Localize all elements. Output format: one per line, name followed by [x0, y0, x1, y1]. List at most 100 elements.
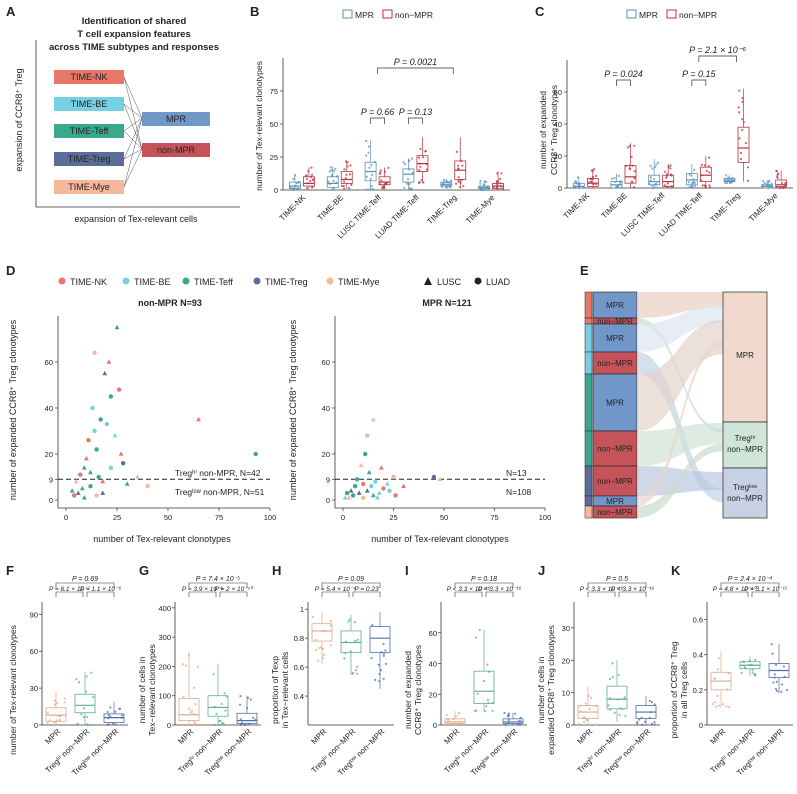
box-2-point: [653, 723, 656, 726]
box-MPR-point: [370, 163, 373, 166]
box-non−MPR-point: [307, 170, 310, 173]
scatter-point-lusc: [79, 485, 85, 491]
box-MPR-point: [656, 161, 660, 164]
y-tick-label: 0: [326, 496, 330, 505]
x-tick-label: TIME-NK: [278, 193, 308, 223]
box-0-point: [196, 665, 199, 668]
box-2-point: [111, 722, 114, 725]
box-MPR-point: [294, 184, 297, 187]
box-1-point: [750, 663, 753, 666]
pvalue-bracket: [321, 582, 381, 588]
box-0-point: [579, 710, 582, 713]
x-tick-label: MPR: [176, 727, 195, 746]
box-MPR-box: [685, 173, 698, 186]
box-non−MPR-point: [590, 180, 594, 183]
box-1-point: [356, 638, 359, 642]
box-0-point: [725, 705, 728, 708]
y-axis-label: expanded CCR8⁺ Treg clonotypes: [546, 625, 556, 755]
box-2-point: [774, 663, 778, 667]
pvalue-bracket: [454, 582, 514, 588]
box-non−MPR-point: [492, 186, 495, 189]
box-non−MPR-point: [667, 165, 670, 169]
scatter-point-luad: [369, 484, 374, 489]
box-MPR-point: [619, 186, 622, 189]
panel-letter: J: [538, 563, 545, 578]
subtype-label: TIME-NK: [71, 72, 108, 82]
box-MPR-point: [724, 174, 728, 177]
pvalue-label: P = 0.66: [361, 107, 394, 117]
box-1-point: [619, 707, 622, 710]
panel-letter: I: [405, 563, 409, 578]
box-2-point: [371, 623, 374, 627]
right-node-label: Tregˡᵒʷ: [733, 483, 757, 492]
pvalue-bracket: [485, 591, 514, 597]
box-non−MPR-point: [499, 182, 502, 185]
box-0-point: [55, 719, 58, 722]
box-2-point: [780, 683, 784, 686]
box-non−MPR-point: [345, 160, 348, 163]
box-MPR-point: [334, 167, 337, 170]
pvalue-label: P = 0.0021: [394, 57, 437, 67]
box-non−MPR-point: [744, 142, 748, 145]
box-1-point: [751, 671, 754, 674]
box-1-point: [491, 709, 494, 712]
box-MPR-point: [370, 173, 374, 176]
y-tick-label: 0.6: [693, 616, 703, 625]
box-0-point: [192, 686, 196, 689]
pvalue-bracket: [616, 79, 631, 86]
box-1-point: [617, 673, 620, 677]
box-1-point: [624, 715, 627, 718]
box-2-point: [107, 713, 111, 717]
box-non−MPR-point: [665, 176, 668, 179]
box-0-point: [322, 653, 326, 656]
box-2-point: [121, 714, 124, 717]
flow-band: [637, 320, 723, 431]
pvalue-label: P < 3.3 × 10⁻¹⁶: [580, 586, 624, 593]
box-MPR-point: [442, 181, 445, 185]
box-0-point: [311, 615, 315, 618]
link-line: [123, 117, 143, 132]
box-non−MPR-point: [784, 181, 787, 185]
subtype-box-time-teff: [54, 124, 124, 138]
scatter-point-lusc: [196, 416, 201, 422]
box-1-point: [77, 681, 81, 684]
box-MPR-point: [577, 183, 580, 186]
box-non−MPR-point: [424, 150, 427, 153]
box-non−MPR-point: [500, 185, 503, 188]
left-node-label: non−MPR: [597, 317, 633, 326]
legend-swatch-mpr: [342, 9, 353, 19]
scatter-point-lusc: [124, 481, 130, 486]
box-MPR-point: [289, 186, 293, 189]
box-non−MPR-point: [459, 181, 462, 184]
y-axis-label: Tex−relevant clonotypes: [147, 644, 157, 735]
box-MPR-point: [761, 183, 764, 186]
box-0-point: [321, 630, 324, 633]
box-MPR-point: [730, 179, 733, 182]
box-non−MPR-point: [343, 168, 346, 171]
scatter-point-lusc: [370, 492, 376, 498]
box-1-point: [608, 678, 612, 681]
y-tick-label: 60: [45, 358, 53, 367]
box-non−MPR-point: [378, 172, 381, 176]
scatter-point-lusc: [437, 476, 443, 482]
scatter-point-lusc: [342, 495, 348, 500]
box-0-point: [448, 720, 451, 723]
box-MPR-point: [291, 188, 295, 192]
pvalue-label: P = 4.8 × 10⁻¹⁰: [713, 586, 758, 593]
y-tick-label: 0: [558, 184, 562, 193]
box-1-point: [487, 701, 490, 705]
box-non−MPR-point: [595, 183, 598, 186]
box-0-point: [717, 704, 721, 707]
flow-band: [637, 423, 723, 466]
box-MPR-point: [408, 187, 411, 190]
box-MPR-point: [335, 181, 338, 184]
y-tick-label: 30: [562, 624, 570, 633]
box-MPR-point: [688, 173, 691, 176]
scatter-point-luad: [96, 474, 101, 480]
scatter-point-luad: [104, 421, 110, 427]
box-non−MPR-point: [419, 147, 422, 150]
box-0-point: [586, 719, 589, 722]
box-non−MPR-point: [311, 185, 314, 189]
box-non−MPR-point: [417, 156, 421, 159]
box-0-point: [53, 699, 56, 702]
